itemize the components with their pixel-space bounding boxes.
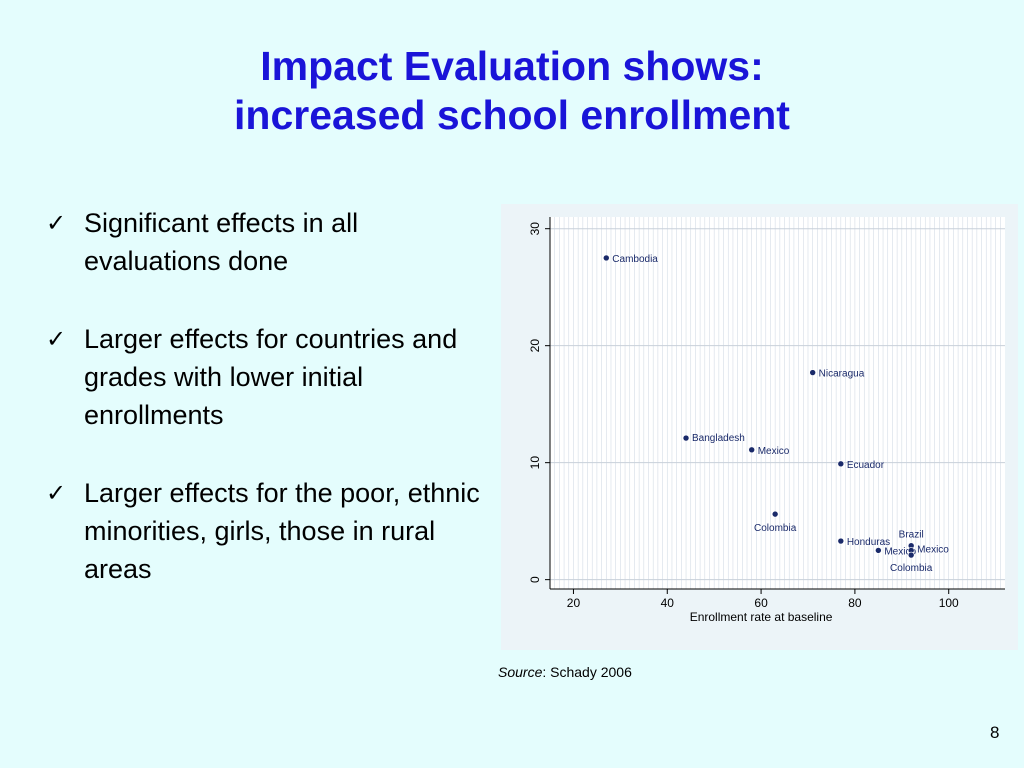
point-label: Mexico (917, 544, 949, 555)
checkmark-icon: ✓ (46, 209, 67, 237)
checkmark-icon: ✓ (46, 325, 67, 353)
point-label: Honduras (847, 537, 890, 548)
data-point (907, 551, 915, 559)
title-line-1: Impact Evaluation shows: (260, 43, 764, 89)
x-tick-label: 80 (848, 596, 862, 610)
source-text: : Schady 2006 (542, 664, 632, 680)
plot-area (550, 217, 1005, 589)
page-number: 8 (990, 723, 1000, 742)
bullet-text: Significant effects in all evaluations d… (84, 208, 359, 276)
point-label: Mexico (758, 446, 790, 457)
point-label: Bangladesh (692, 433, 745, 444)
bullet-item: ✓ Significant effects in all evaluations… (46, 204, 486, 280)
bullet-item: ✓ Larger effects for countries and grade… (46, 320, 486, 434)
bullet-list: ✓ Significant effects in all evaluations… (46, 204, 486, 628)
y-tick-label: 30 (528, 222, 542, 236)
source-label: Source (498, 664, 543, 680)
scatter-chart: 20 40 60 80 100 0 10 20 30 Enrollment rate at bas… (528, 217, 1005, 624)
point-label: Colombia (890, 563, 933, 574)
checkmark-icon: ✓ (46, 479, 67, 507)
data-point (771, 510, 779, 518)
point-label: Colombia (754, 523, 797, 534)
x-tick-label: 20 (567, 596, 581, 610)
point-label: Cambodia (612, 254, 658, 265)
data-point (682, 434, 690, 442)
slide-title: Impact Evaluation shows: increased schoo… (0, 42, 1024, 140)
title-line-2: increased school enrollment (234, 92, 790, 138)
point-label: Nicaragua (819, 369, 865, 380)
bullet-item: ✓ Larger effects for the poor, ethnic mi… (46, 474, 486, 588)
data-point (748, 446, 756, 454)
y-tick-label: 10 (528, 456, 542, 470)
x-tick-label: 100 (939, 596, 959, 610)
y-tick-label: 20 (528, 339, 542, 353)
data-point (602, 254, 610, 262)
x-axis-label: Enrollment rate at baseline (690, 610, 833, 624)
data-point (837, 460, 845, 468)
point-label: Mexico (884, 546, 916, 557)
x-tick-label: 60 (754, 596, 768, 610)
data-point (837, 537, 845, 545)
source-note: Source: Schady 2006 (498, 664, 632, 680)
y-tick-label: 0 (528, 576, 542, 583)
bullet-text: Larger effects for the poor, ethnic mino… (84, 478, 480, 584)
data-point (875, 547, 882, 554)
x-tick-label: 40 (661, 596, 675, 610)
bullet-text: Larger effects for countries and grades … (84, 324, 458, 430)
point-label: Ecuador (847, 460, 885, 471)
scatter-chart-panel: 20 40 60 80 100 0 10 20 30 Enrollment rate at bas… (501, 204, 1018, 650)
data-point (809, 369, 816, 376)
point-label: Brazil (899, 530, 924, 541)
